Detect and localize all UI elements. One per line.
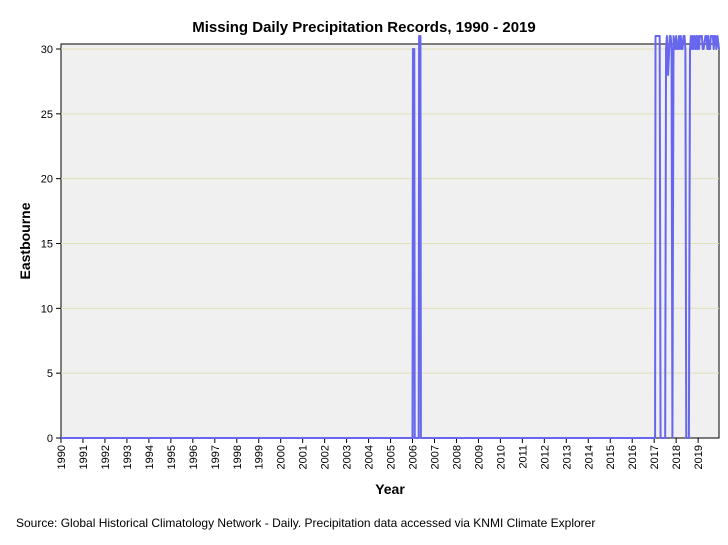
x-tick-label: 1997 (210, 445, 222, 469)
x-tick-label: 1991 (78, 445, 90, 469)
plot-area (60, 43, 720, 439)
x-tick-label: 2019 (693, 445, 705, 469)
series-line-eastbourne (61, 35, 720, 439)
x-tick-label: 1993 (122, 445, 134, 469)
x-tick-label: 1999 (254, 445, 266, 469)
x-tick-label: 1998 (232, 445, 244, 469)
x-tick-label: 2001 (298, 445, 310, 469)
x-tick-label: 1990 (56, 445, 68, 469)
x-tick-label: 2016 (627, 445, 639, 469)
y-tick-label: 15 (41, 239, 53, 251)
x-tick-label: 2014 (583, 445, 595, 469)
x-tick-label: 1996 (188, 445, 200, 469)
y-tick-label: 10 (41, 303, 53, 315)
x-tick-label: 2017 (649, 445, 661, 469)
x-tick-label: 2018 (671, 445, 683, 469)
x-tick-label: 2005 (386, 445, 398, 469)
x-axis-ticks: 1990 1991 1992 1993 1994 1995 1996 1997 1998 1999… (56, 438, 705, 469)
x-tick-label: 2008 (451, 445, 463, 469)
x-tick-label: 2002 (320, 445, 332, 469)
y-tick-label: 20 (41, 174, 53, 186)
x-tick-label: 1994 (144, 445, 156, 469)
x-tick-label: 2006 (408, 445, 420, 469)
y-tick-label: 30 (41, 44, 53, 56)
x-tick-label: 1995 (166, 445, 178, 469)
x-tick-label: 1992 (100, 445, 112, 469)
y-axis-ticks: 0 5 10 15 20 25 30 (41, 44, 61, 445)
x-axis-title: Year (375, 481, 405, 497)
x-tick-label: 2013 (561, 445, 573, 469)
x-tick-label: 2015 (605, 445, 617, 469)
y-axis-title: Eastbourne (17, 202, 33, 279)
chart-title: Missing Daily Precipitation Records, 199… (192, 19, 535, 36)
x-tick-label: 2012 (539, 445, 551, 469)
y-tick-label: 0 (47, 433, 53, 445)
source-note: Source: Global Historical Climatology Ne… (16, 516, 595, 530)
x-tick-label: 2010 (495, 445, 507, 469)
x-tick-label: 2000 (276, 445, 288, 469)
x-tick-label: 2003 (342, 445, 354, 469)
x-tick-label: 2004 (364, 445, 376, 469)
series-layer (61, 35, 720, 439)
y-tick-label: 5 (47, 368, 53, 380)
grid-lines (61, 48, 719, 374)
x-tick-label: 2011 (517, 445, 529, 469)
y-tick-label: 25 (41, 109, 53, 121)
x-tick-label: 2009 (473, 445, 485, 469)
x-tick-label: 2007 (429, 445, 441, 469)
